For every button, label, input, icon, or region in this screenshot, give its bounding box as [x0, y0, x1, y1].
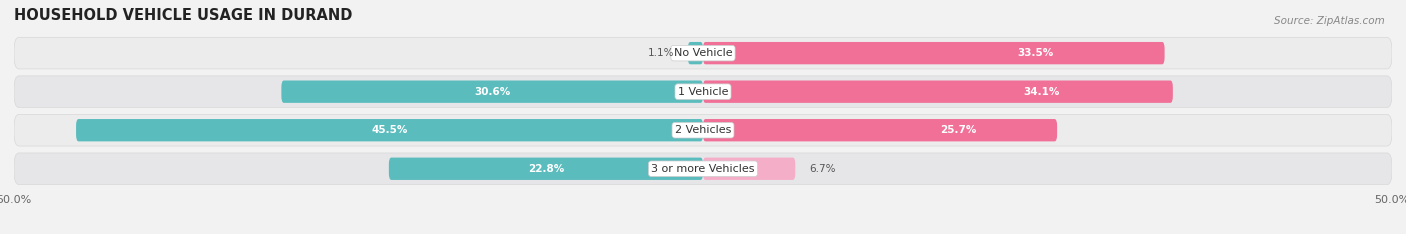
Text: 30.6%: 30.6%: [474, 87, 510, 97]
Text: 45.5%: 45.5%: [371, 125, 408, 135]
Text: 3 or more Vehicles: 3 or more Vehicles: [651, 164, 755, 174]
FancyBboxPatch shape: [14, 114, 1392, 146]
Text: No Vehicle: No Vehicle: [673, 48, 733, 58]
FancyBboxPatch shape: [703, 157, 796, 180]
FancyBboxPatch shape: [703, 80, 1173, 103]
Text: 1.1%: 1.1%: [648, 48, 673, 58]
FancyBboxPatch shape: [389, 157, 703, 180]
FancyBboxPatch shape: [76, 119, 703, 141]
Text: 1 Vehicle: 1 Vehicle: [678, 87, 728, 97]
FancyBboxPatch shape: [14, 153, 1392, 185]
FancyBboxPatch shape: [703, 119, 1057, 141]
Text: 6.7%: 6.7%: [808, 164, 835, 174]
Text: 22.8%: 22.8%: [527, 164, 564, 174]
Text: 34.1%: 34.1%: [1024, 87, 1060, 97]
Text: 33.5%: 33.5%: [1017, 48, 1053, 58]
Text: 25.7%: 25.7%: [939, 125, 976, 135]
FancyBboxPatch shape: [688, 42, 703, 64]
FancyBboxPatch shape: [14, 37, 1392, 69]
FancyBboxPatch shape: [14, 76, 1392, 107]
Text: 2 Vehicles: 2 Vehicles: [675, 125, 731, 135]
FancyBboxPatch shape: [703, 42, 1164, 64]
Text: Source: ZipAtlas.com: Source: ZipAtlas.com: [1274, 16, 1385, 26]
FancyBboxPatch shape: [281, 80, 703, 103]
Text: HOUSEHOLD VEHICLE USAGE IN DURAND: HOUSEHOLD VEHICLE USAGE IN DURAND: [14, 8, 353, 23]
